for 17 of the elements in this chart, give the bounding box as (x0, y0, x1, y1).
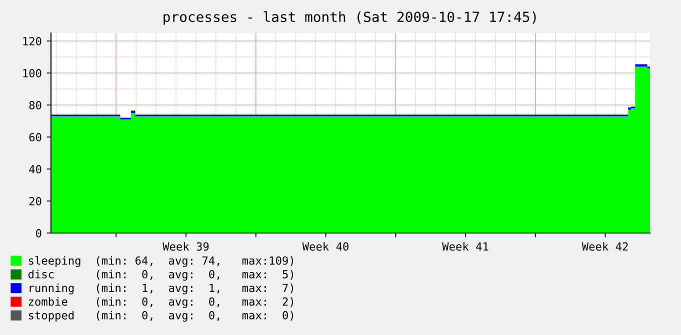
x-tick-label: Week 42 (582, 242, 628, 251)
y-tick-label: 40 (29, 165, 42, 174)
y-tick-label: 60 (29, 133, 42, 142)
legend-label: disc (min: 0, avg: 0, max: 5) (28, 270, 294, 281)
y-tick-label: 20 (29, 197, 42, 206)
x-tick-label: Week 39 (162, 242, 209, 251)
y-tick-label: 120 (23, 37, 42, 46)
x-tick-label: Week 40 (302, 242, 348, 251)
chart-title: processes - last month (Sat 2009-10-17 17:45) (164, 11, 536, 25)
legend-label: running (min: 1, avg: 1, max: 7) (30, 284, 294, 294)
legend-label: zombie (min: 0, avg: 0, max: 2) (28, 297, 294, 308)
x-tick-label: Week 41 (442, 242, 488, 251)
y-tick-label: 80 (29, 101, 42, 110)
y-tick-label: 100 (23, 69, 42, 78)
legend-label: sleeping (min: 64, avg: 74, max:109) (28, 256, 294, 267)
y-tick-label: 0 (36, 229, 42, 238)
legend-label: stopped (min: 0, avg: 0, max: 0) (28, 310, 294, 322)
